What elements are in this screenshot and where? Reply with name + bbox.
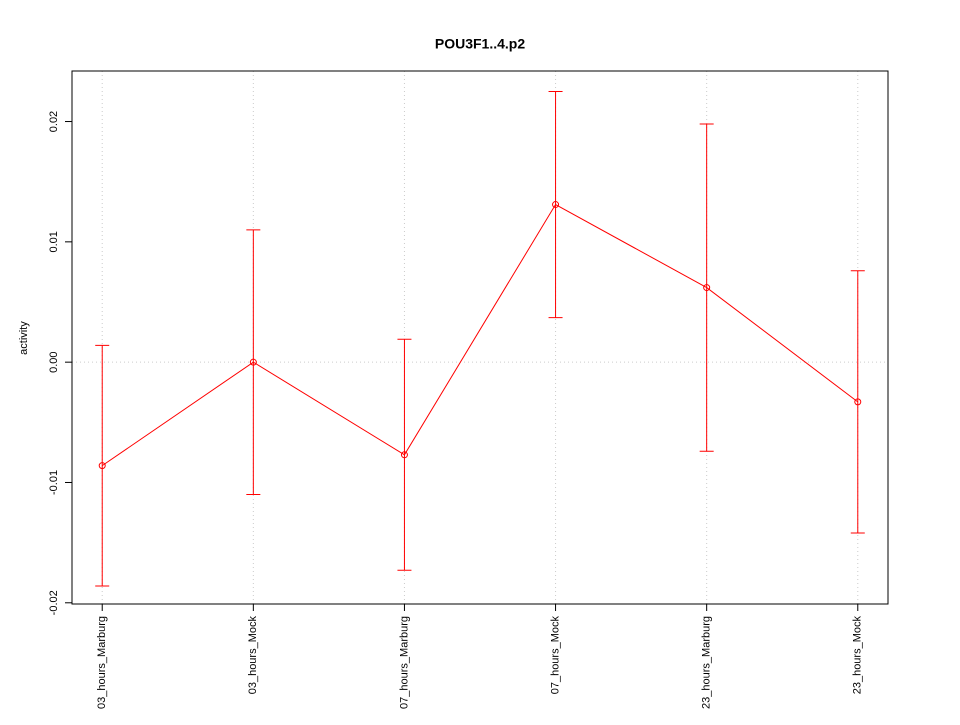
y-tick-label: 0.02 [48,111,60,132]
y-axis-label: activity [18,321,30,355]
x-tick-label: 03_hours_Marburg [96,616,108,709]
x-tick-label: 03_hours_Mock [247,616,259,695]
point [249,358,257,366]
error-bar [699,123,714,452]
point [552,201,560,209]
x-tick-label: 23_hours_Marburg [701,616,713,709]
y-tick-label: 0.00 [48,351,60,372]
point [854,398,862,406]
error-bar [397,338,412,571]
plot-frame [71,70,889,605]
y-tick-label: 0.01 [48,231,60,252]
point [703,284,711,292]
x-tick-label: 07_hours_Marburg [398,616,410,709]
error-bar [548,90,563,319]
error-bar [246,229,261,496]
y-tick-label: -0.01 [48,470,60,495]
chart-title: POU3F1..4.p2 [435,36,525,52]
x-tick-label: 23_hours_Mock [852,616,864,695]
point [98,462,106,470]
series-line [101,203,859,467]
point [400,451,408,459]
error-bar [95,344,110,587]
y-tick-label: -0.02 [48,590,60,615]
x-tick-label: 07_hours_Mock [549,616,561,695]
error-bar [850,270,865,534]
